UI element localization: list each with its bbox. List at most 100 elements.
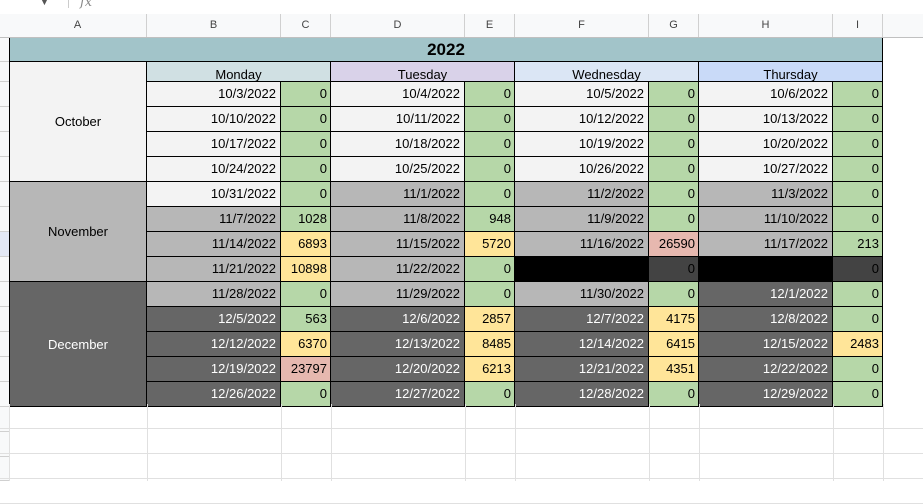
date-cell[interactable]: 10/5/2022 — [515, 82, 649, 107]
value-cell[interactable]: 0 — [649, 132, 699, 157]
row-header[interactable] — [0, 257, 9, 282]
date-cell[interactable]: 10/11/2022 — [331, 107, 465, 132]
value-cell[interactable]: 213 — [833, 232, 883, 257]
column-header-a[interactable]: A — [9, 14, 147, 37]
date-cell[interactable]: 12/15/2022 — [699, 332, 833, 357]
value-cell[interactable]: 0 — [281, 182, 331, 207]
date-cell[interactable]: 12/7/2022 — [515, 307, 649, 332]
date-cell[interactable]: 12/14/2022 — [515, 332, 649, 357]
column-header-f[interactable]: F — [515, 14, 649, 37]
date-cell[interactable]: 12/20/2022 — [331, 357, 465, 382]
date-cell[interactable]: 11/21/2022 — [147, 257, 281, 282]
value-cell[interactable]: 948 — [465, 207, 515, 232]
day-header-tuesday[interactable]: Tuesday — [331, 62, 515, 82]
date-cell[interactable]: 10/3/2022 — [147, 82, 281, 107]
date-cell[interactable]: 10/4/2022 — [331, 82, 465, 107]
value-cell[interactable]: 0 — [465, 132, 515, 157]
date-cell[interactable]: 11/9/2022 — [515, 207, 649, 232]
date-cell[interactable]: 12/22/2022 — [699, 357, 833, 382]
day-header-thursday[interactable]: Thursday — [699, 62, 883, 82]
value-cell[interactable]: 6370 — [281, 332, 331, 357]
chevron-down-icon[interactable]: ▼ — [40, 0, 49, 7]
value-cell[interactable]: 23797 — [281, 357, 331, 382]
date-cell[interactable]: 11/7/2022 — [147, 207, 281, 232]
row-header[interactable] — [0, 157, 9, 182]
date-cell[interactable]: 12/1/2022 — [699, 282, 833, 307]
value-cell[interactable]: 4351 — [649, 357, 699, 382]
value-cell[interactable]: 26590 — [649, 232, 699, 257]
date-cell[interactable]: 12/28/2022 — [515, 382, 649, 407]
date-cell[interactable]: 10/26/2022 — [515, 157, 649, 182]
value-cell[interactable]: 0 — [649, 82, 699, 107]
value-cell[interactable]: 0 — [833, 282, 883, 307]
value-cell[interactable]: 0 — [833, 132, 883, 157]
value-cell[interactable]: 0 — [649, 107, 699, 132]
date-cell[interactable]: 10/24/2022 — [147, 157, 281, 182]
date-cell[interactable]: 11/30/2022 — [515, 282, 649, 307]
value-cell[interactable]: 0 — [465, 157, 515, 182]
value-cell[interactable]: 0 — [649, 382, 699, 407]
date-cell[interactable]: 12/29/2022 — [699, 382, 833, 407]
date-cell[interactable]: 10/6/2022 — [699, 82, 833, 107]
date-cell[interactable]: 11/22/2022 — [331, 257, 465, 282]
value-cell[interactable]: 0 — [465, 182, 515, 207]
date-cell[interactable]: 11/29/2022 — [331, 282, 465, 307]
date-cell[interactable]: 10/12/2022 — [515, 107, 649, 132]
value-cell[interactable]: 0 — [833, 182, 883, 207]
value-cell[interactable]: 0 — [649, 182, 699, 207]
value-cell[interactable]: 0 — [833, 107, 883, 132]
year-title-cell[interactable]: 2022 — [9, 38, 883, 62]
value-cell[interactable]: 0 — [465, 382, 515, 407]
date-cell[interactable]: 11/8/2022 — [331, 207, 465, 232]
value-cell[interactable]: 0 — [649, 282, 699, 307]
column-header-i[interactable]: I — [833, 14, 883, 37]
row-header[interactable] — [0, 282, 9, 307]
value-cell[interactable]: 0 — [281, 282, 331, 307]
row-header[interactable] — [0, 182, 9, 207]
value-cell[interactable]: 1028 — [281, 207, 331, 232]
date-cell[interactable]: 12/13/2022 — [331, 332, 465, 357]
date-cell[interactable]: 12/8/2022 — [699, 307, 833, 332]
value-cell[interactable]: 8485 — [465, 332, 515, 357]
value-cell[interactable]: 0 — [465, 82, 515, 107]
value-cell[interactable]: 2857 — [465, 307, 515, 332]
value-cell[interactable]: 4175 — [649, 307, 699, 332]
row-header[interactable] — [0, 132, 9, 157]
value-cell[interactable]: 5720 — [465, 232, 515, 257]
value-cell[interactable]: 0 — [833, 357, 883, 382]
value-cell[interactable]: 0 — [281, 107, 331, 132]
value-cell[interactable]: 0 — [465, 257, 515, 282]
date-cell[interactable]: 10/25/2022 — [331, 157, 465, 182]
value-cell[interactable]: 0 — [281, 157, 331, 182]
date-cell[interactable]: 10/19/2022 — [515, 132, 649, 157]
date-cell[interactable]: 12/26/2022 — [147, 382, 281, 407]
value-cell[interactable]: 10898 — [281, 257, 331, 282]
row-header[interactable] — [0, 357, 9, 382]
date-cell[interactable]: 11/2/2022 — [515, 182, 649, 207]
value-cell[interactable]: 6415 — [649, 332, 699, 357]
date-cell[interactable] — [515, 257, 649, 282]
date-cell[interactable]: 11/17/2022 — [699, 232, 833, 257]
row-header[interactable] — [0, 107, 9, 132]
day-header-wednesday[interactable]: Wednesday — [515, 62, 699, 82]
formula-bar[interactable]: ▼ fx — [0, 0, 923, 14]
column-header-g[interactable]: G — [649, 14, 699, 37]
row-header[interactable] — [0, 432, 9, 457]
row-header[interactable] — [0, 382, 9, 407]
date-cell[interactable] — [699, 257, 833, 282]
date-cell[interactable]: 11/28/2022 — [147, 282, 281, 307]
date-cell[interactable]: 10/31/2022 — [147, 182, 281, 207]
row-header[interactable] — [0, 232, 9, 257]
date-cell[interactable]: 11/3/2022 — [699, 182, 833, 207]
date-cell[interactable]: 12/19/2022 — [147, 357, 281, 382]
value-cell[interactable]: 0 — [281, 382, 331, 407]
column-header-h[interactable]: H — [699, 14, 833, 37]
date-cell[interactable]: 12/12/2022 — [147, 332, 281, 357]
row-header[interactable] — [0, 62, 9, 82]
row-header[interactable] — [0, 82, 9, 107]
column-header-b[interactable]: B — [147, 14, 281, 37]
date-cell[interactable]: 11/15/2022 — [331, 232, 465, 257]
column-header-d[interactable]: D — [331, 14, 465, 37]
date-cell[interactable]: 11/10/2022 — [699, 207, 833, 232]
date-cell[interactable]: 10/17/2022 — [147, 132, 281, 157]
